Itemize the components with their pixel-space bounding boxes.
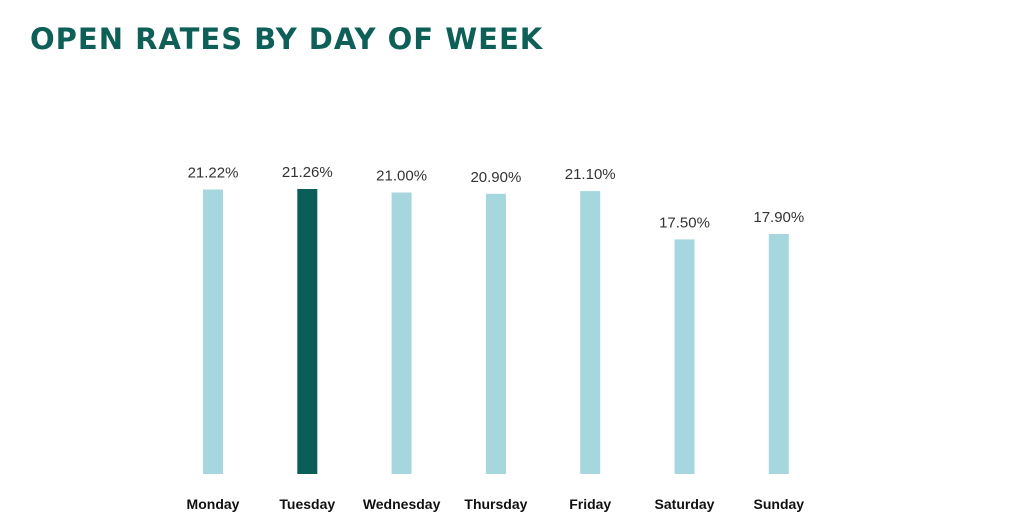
bar-friday xyxy=(580,191,601,474)
value-label-saturday: 17.50% xyxy=(659,214,710,231)
category-label-tuesday: Tuesday xyxy=(279,496,335,512)
chart-title: OPEN RATES BY DAY OF WEEK xyxy=(30,22,544,56)
category-label-wednesday: Wednesday xyxy=(363,496,441,512)
value-label-wednesday: 21.00% xyxy=(376,168,427,185)
bar-monday xyxy=(203,189,223,474)
value-label-thursday: 20.90% xyxy=(470,169,521,186)
value-label-sunday: 17.90% xyxy=(753,209,804,226)
category-label-friday: Friday xyxy=(569,496,611,512)
value-label-friday: 21.10% xyxy=(565,166,616,183)
value-label-tuesday: 21.26% xyxy=(282,164,333,181)
category-label-monday: Monday xyxy=(187,496,240,512)
category-label-saturday: Saturday xyxy=(655,496,715,512)
bar-saturday xyxy=(674,239,695,474)
bar-wednesday xyxy=(391,192,412,474)
bar-tuesday xyxy=(297,189,318,474)
bar-sunday xyxy=(768,234,789,474)
category-label-thursday: Thursday xyxy=(464,496,527,512)
category-label-sunday: Sunday xyxy=(754,496,805,512)
value-label-monday: 21.22% xyxy=(188,165,239,182)
bar-thursday xyxy=(485,193,506,475)
